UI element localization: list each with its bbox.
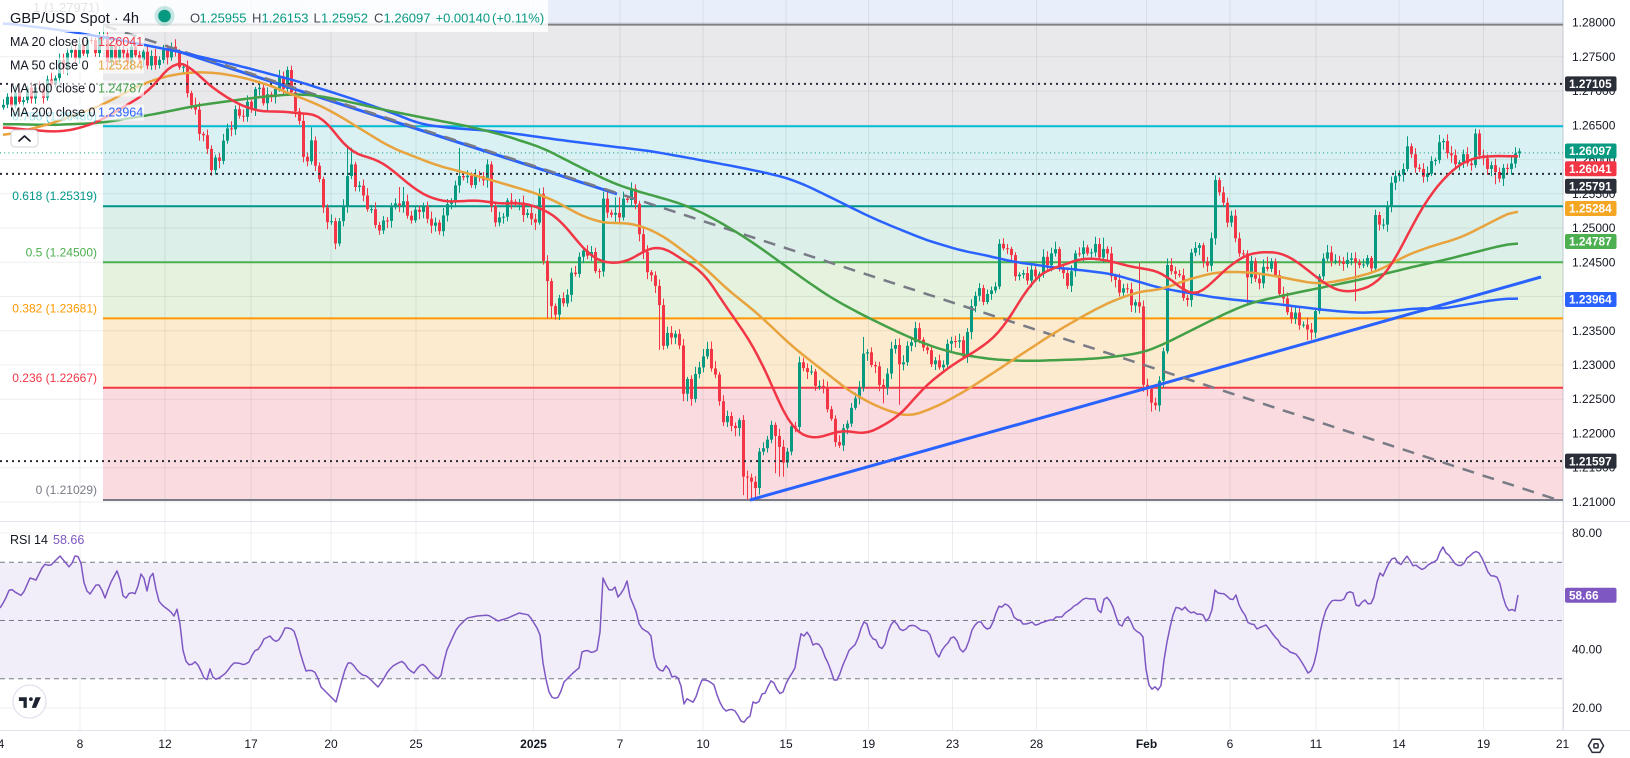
svg-text:11: 11 [1310, 737, 1323, 751]
svg-text:H: H [252, 11, 261, 26]
svg-text:17: 17 [244, 737, 258, 751]
svg-text:Feb: Feb [1136, 737, 1157, 751]
svg-text:7: 7 [617, 737, 624, 751]
svg-text:1.26097: 1.26097 [384, 11, 431, 26]
svg-text:1.26041: 1.26041 [1569, 162, 1612, 176]
svg-text:80.00: 80.00 [1572, 526, 1602, 540]
svg-text:0.618 (1.25319): 0.618 (1.25319) [12, 189, 97, 203]
svg-text:28: 28 [1030, 737, 1044, 751]
svg-text:MA 20 close 0: MA 20 close 0 [10, 35, 89, 49]
svg-text:40.00: 40.00 [1572, 643, 1602, 657]
svg-text:1.23964: 1.23964 [1569, 293, 1612, 307]
svg-text:1.25791: 1.25791 [1569, 180, 1612, 194]
svg-text:1.26041: 1.26041 [98, 35, 143, 49]
svg-text:58.66: 58.66 [53, 533, 84, 547]
svg-text:RSI: RSI [10, 533, 31, 547]
svg-text:MA 200 close 0: MA 200 close 0 [10, 106, 96, 120]
svg-text:1.25284: 1.25284 [1569, 202, 1612, 216]
svg-text:58.66: 58.66 [1569, 588, 1599, 602]
svg-text:20.00: 20.00 [1572, 701, 1602, 715]
svg-text:1.26097: 1.26097 [1569, 144, 1612, 158]
svg-text:1.23000: 1.23000 [1572, 358, 1616, 372]
svg-text:1.24787: 1.24787 [1569, 235, 1612, 249]
svg-text:14: 14 [34, 533, 48, 547]
svg-text:MA 50 close 0: MA 50 close 0 [10, 59, 89, 73]
svg-text:1.25952: 1.25952 [321, 11, 368, 26]
svg-text:2025: 2025 [520, 737, 547, 751]
svg-text:L: L [314, 11, 321, 26]
svg-text:0.382 (1.23681): 0.382 (1.23681) [12, 301, 97, 315]
svg-text:C: C [374, 11, 383, 26]
svg-text:1.25284: 1.25284 [98, 59, 143, 73]
svg-text:4: 4 [0, 737, 5, 751]
svg-text:1.25000: 1.25000 [1572, 221, 1616, 235]
svg-text:+0.00140: +0.00140 [436, 11, 491, 26]
svg-text:1.25955: 1.25955 [200, 11, 247, 26]
svg-text:0.5 (1.24500): 0.5 (1.24500) [26, 245, 97, 259]
svg-text:1.26500: 1.26500 [1572, 118, 1616, 132]
svg-text:1.21000: 1.21000 [1572, 495, 1616, 509]
svg-text:0.236 (1.22667): 0.236 (1.22667) [12, 371, 97, 385]
svg-text:8: 8 [77, 737, 84, 751]
svg-text:25: 25 [409, 737, 423, 751]
svg-text:(+0.11%): (+0.11%) [492, 11, 544, 26]
svg-text:12: 12 [158, 737, 172, 751]
svg-text:6: 6 [1227, 737, 1234, 751]
svg-text:O: O [190, 11, 200, 26]
svg-text:1.21597: 1.21597 [1569, 454, 1612, 468]
svg-text:10: 10 [696, 737, 710, 751]
svg-text:0 (1.21029): 0 (1.21029) [36, 483, 97, 497]
svg-text:1.28000: 1.28000 [1572, 16, 1616, 30]
svg-text:19: 19 [862, 737, 876, 751]
svg-text:20: 20 [324, 737, 338, 751]
svg-text:GBP/USD Spot · 4h: GBP/USD Spot · 4h [10, 11, 139, 27]
svg-text:1.27500: 1.27500 [1572, 50, 1616, 64]
svg-text:1.23500: 1.23500 [1572, 324, 1616, 338]
svg-text:1.24787: 1.24787 [98, 82, 143, 96]
svg-text:14: 14 [1392, 737, 1406, 751]
svg-text:19: 19 [1477, 737, 1491, 751]
svg-text:1.22000: 1.22000 [1572, 427, 1616, 441]
svg-text:1.22500: 1.22500 [1572, 392, 1616, 406]
svg-text:23: 23 [946, 737, 960, 751]
svg-text:15: 15 [779, 737, 793, 751]
svg-text:MA 100 close 0: MA 100 close 0 [10, 82, 96, 96]
svg-text:1.26153: 1.26153 [262, 11, 309, 26]
svg-text:21: 21 [1556, 737, 1570, 751]
svg-text:1.27105: 1.27105 [1569, 77, 1612, 91]
svg-text:1.23964: 1.23964 [98, 106, 143, 120]
svg-text:1.24500: 1.24500 [1572, 255, 1616, 269]
